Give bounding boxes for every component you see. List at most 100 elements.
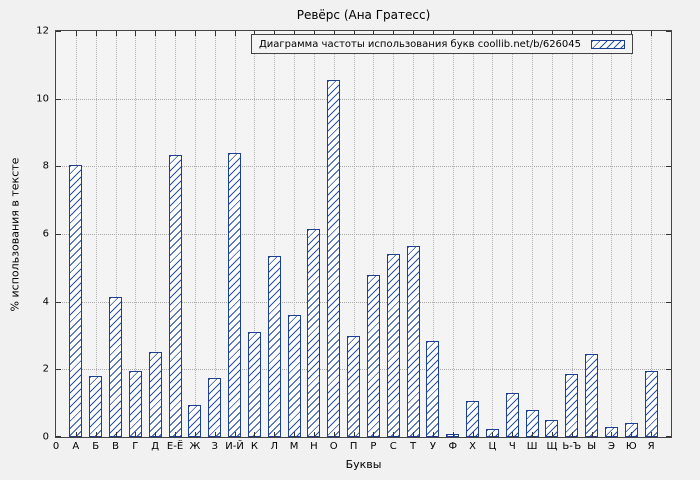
x-tick-mark — [651, 432, 653, 437]
y-tick-label: 6 — [42, 228, 49, 240]
x-tick-mark — [512, 432, 514, 437]
bar — [386, 254, 400, 437]
y-tick-mark — [56, 234, 61, 235]
y-tick-mark — [56, 369, 61, 371]
x-tick-mark — [452, 31, 454, 36]
x-tick-label: Я — [647, 441, 655, 452]
bar — [347, 335, 361, 437]
x-tick-mark — [353, 31, 355, 36]
bar — [366, 274, 380, 437]
x-tick-mark — [155, 31, 157, 36]
vertical-gridline — [631, 31, 633, 437]
x-tick-label: А — [72, 441, 80, 452]
y-tick-label: 0 — [42, 431, 49, 443]
vertical-gridline — [571, 31, 573, 437]
legend: Диаграмма частоты использования букв coo… — [250, 34, 633, 54]
x-tick-label: Л — [270, 441, 278, 452]
bar — [247, 332, 261, 437]
x-tick-mark — [432, 432, 434, 437]
x-tick-label: Ц — [488, 441, 497, 452]
y-tick-mark — [666, 166, 671, 168]
vertical-gridline — [155, 31, 157, 437]
x-tick-mark — [611, 432, 613, 437]
x-tick-label: В — [112, 441, 119, 452]
horizontal-gridline — [56, 234, 671, 235]
x-axis-label: Буквы — [345, 458, 382, 471]
x-tick-mark — [214, 432, 216, 437]
x-tick-mark — [611, 31, 613, 36]
bar — [89, 376, 103, 437]
x-tick-mark — [571, 432, 573, 437]
bar — [406, 245, 420, 437]
bar — [148, 352, 162, 437]
x-tick-mark — [254, 31, 256, 36]
x-tick-mark — [651, 31, 653, 36]
x-tick-mark — [115, 432, 117, 437]
x-tick-label: М — [289, 441, 299, 452]
x-tick-mark — [512, 31, 514, 36]
y-axis-label: % использования в тексте — [8, 157, 22, 312]
x-tick-mark — [194, 432, 196, 437]
bar — [585, 354, 599, 437]
x-tick-mark — [472, 432, 474, 437]
y-tick-mark — [666, 31, 671, 32]
x-tick-mark — [155, 432, 157, 437]
bar — [426, 340, 440, 437]
x-tick-mark — [294, 432, 296, 437]
vertical-gridline — [115, 31, 117, 437]
x-tick-label: Х — [469, 441, 477, 452]
y-tick-mark — [56, 301, 61, 303]
x-tick-mark — [313, 432, 315, 437]
x-tick-mark — [452, 432, 454, 437]
bar — [267, 256, 281, 437]
vertical-gridline — [194, 31, 196, 437]
x-tick-label: Р — [370, 441, 377, 452]
x-tick-mark — [413, 31, 415, 36]
bar — [466, 401, 480, 437]
x-tick-mark — [571, 31, 573, 36]
vertical-gridline — [512, 31, 514, 437]
vertical-gridline — [611, 31, 613, 437]
x-tick-label: Е-Ё — [166, 441, 184, 452]
vertical-gridline — [373, 31, 375, 437]
y-tick-label: 4 — [42, 296, 49, 308]
horizontal-gridline — [56, 166, 671, 168]
x-tick-mark — [591, 432, 593, 437]
x-tick-mark — [373, 432, 375, 437]
vertical-gridline — [254, 31, 256, 437]
y-tick-mark — [56, 31, 61, 32]
x-tick-mark — [432, 31, 434, 36]
x-tick-label: Н — [310, 441, 318, 452]
x-tick-label: У — [429, 441, 436, 452]
x-tick-mark — [175, 432, 177, 437]
x-tick-mark — [492, 432, 494, 437]
x-tick-mark — [532, 31, 534, 36]
x-tick-mark — [274, 31, 276, 36]
x-tick-label: К — [250, 441, 258, 452]
y-tick-mark — [666, 301, 671, 303]
legend-label: Диаграмма частоты использования букв coo… — [258, 38, 581, 50]
x-tick-mark — [413, 432, 415, 437]
x-tick-label: Г — [132, 441, 139, 452]
bar — [109, 296, 123, 437]
chart-title: Ревёрс (Ана Гратесс) — [296, 8, 431, 22]
x-tick-mark — [95, 31, 97, 36]
vertical-gridline — [472, 31, 474, 437]
bar — [307, 228, 321, 437]
x-tick-label: П — [349, 441, 358, 452]
x-tick-mark — [591, 31, 593, 36]
y-tick-mark — [56, 98, 61, 100]
vertical-gridline — [413, 31, 415, 437]
x-tick-mark — [551, 432, 553, 437]
x-tick-label: Ш — [526, 441, 538, 452]
y-tick-mark — [56, 436, 61, 437]
y-tick-label: 8 — [42, 160, 49, 172]
y-tick-label: 10 — [36, 93, 49, 105]
y-tick-label: 2 — [42, 363, 49, 375]
y-tick-mark — [666, 98, 671, 100]
vertical-gridline — [452, 31, 454, 437]
x-tick-label: С — [389, 441, 397, 452]
x-tick-mark — [472, 31, 474, 36]
x-tick-label: Э — [607, 441, 615, 452]
x-tick-mark — [313, 31, 315, 36]
